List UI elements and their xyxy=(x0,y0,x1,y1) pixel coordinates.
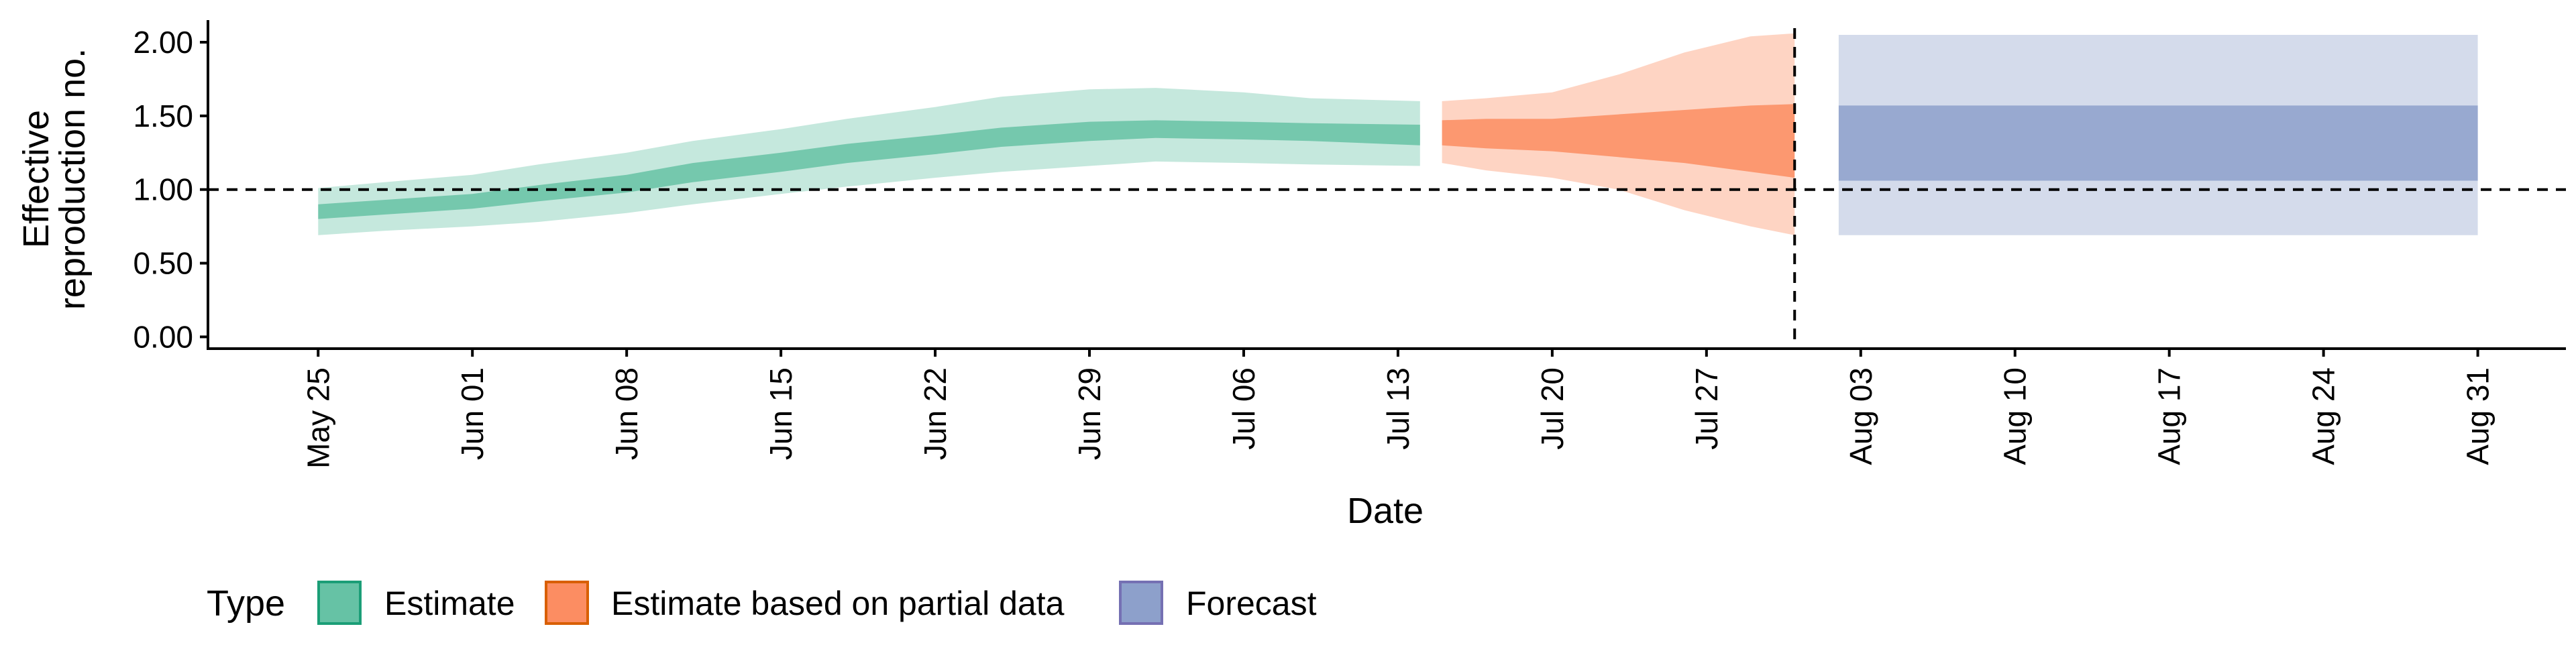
x-tick-label: Jul 13 xyxy=(1381,367,1415,450)
x-tick-label: Aug 03 xyxy=(1843,367,1878,465)
x-tick-label: Aug 24 xyxy=(2306,367,2341,465)
axes xyxy=(207,20,2566,350)
y-tick-label: 2.00 xyxy=(133,25,193,60)
x-tick-label: May 25 xyxy=(301,367,335,469)
x-axis-title: Date xyxy=(1347,491,1424,531)
band-50-forecast xyxy=(1838,105,2478,181)
x-tick-label: Aug 10 xyxy=(1998,367,2033,465)
x-tick-label: Jun 08 xyxy=(609,367,644,460)
band-50-estimate-based-on-partial-data xyxy=(1442,104,1795,178)
x-tick-label: Jul 27 xyxy=(1689,367,1724,450)
y-axis-title-line-1: Effective xyxy=(16,110,56,248)
x-tick-label: Jun 22 xyxy=(918,367,953,460)
y-axis-title-line-2: reproduction no. xyxy=(52,48,93,310)
x-tick-label: Aug 31 xyxy=(2461,367,2496,465)
x-tick-label: Jul 06 xyxy=(1226,367,1261,450)
x-tick-label: Jun 01 xyxy=(455,367,490,460)
x-tick-label: Jun 15 xyxy=(763,367,798,460)
legend-key-partial xyxy=(545,581,589,625)
band-50-estimate xyxy=(318,120,1420,219)
x-ticks: May 25 Jun 01 Jun 08 Jun 15 Jun 22 Jun 29 Jul … xyxy=(301,349,2496,469)
legend-label-forecast: Forecast xyxy=(1186,585,1317,622)
legend-key-forecast xyxy=(1119,581,1163,625)
legend: Type Estimate Estimate based on partial … xyxy=(207,581,1317,625)
y-tick-label: 1.50 xyxy=(133,99,193,133)
legend-title: Type xyxy=(207,583,285,624)
y-tick-label: 0.50 xyxy=(133,246,193,281)
y-ticks: 0.00 0.50 1.00 1.50 2.00 xyxy=(133,25,208,354)
y-axis-title: Effective reproduction no. xyxy=(16,48,93,310)
x-tick-label: Aug 17 xyxy=(2152,367,2187,465)
legend-label-partial: Estimate based on partial data xyxy=(611,585,1065,622)
legend-key-estimate xyxy=(317,581,362,625)
y-tick-label: 0.00 xyxy=(133,319,193,354)
x-tick-label: Jun 29 xyxy=(1072,367,1107,460)
y-tick-label: 1.00 xyxy=(133,172,193,207)
band-90-estimate xyxy=(318,88,1420,235)
legend-label-estimate: Estimate xyxy=(384,585,515,622)
bands-layer xyxy=(318,33,2478,235)
x-tick-label: Jul 20 xyxy=(1535,367,1570,450)
reference-lines xyxy=(208,28,2566,349)
